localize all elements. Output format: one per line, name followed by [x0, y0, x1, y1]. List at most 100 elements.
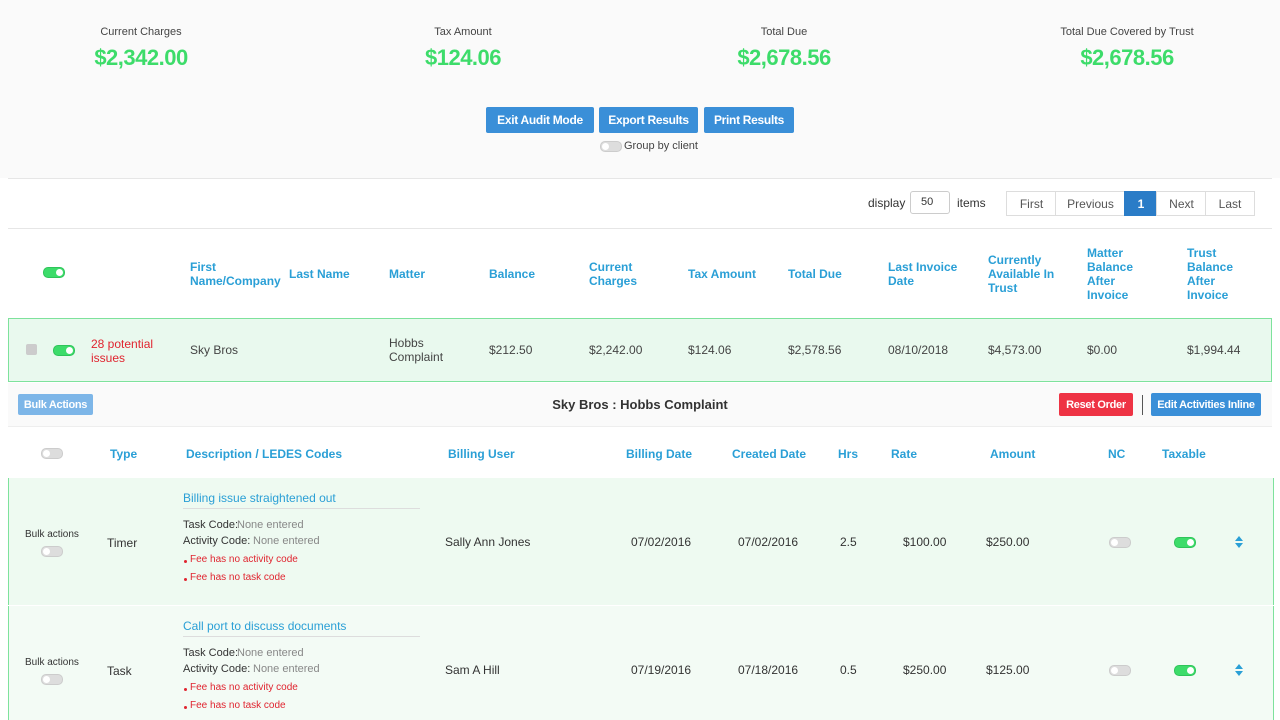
- type: Timer: [107, 536, 138, 550]
- activity-header: Created Date: [732, 447, 807, 461]
- sort-handle[interactable]: [1235, 536, 1243, 541]
- summary-label: Total Due: [760, 26, 808, 38]
- column-header: Total Due: [788, 267, 842, 281]
- column-header: Matter: [389, 267, 426, 281]
- activity-header: Taxable: [1162, 447, 1206, 461]
- billing-user: Sam A Hill: [445, 663, 500, 677]
- activity-value: None entered: [253, 535, 320, 547]
- activity-row: [8, 606, 1274, 720]
- summary-label: Current Charges: [100, 26, 182, 38]
- description[interactable]: Call port to discuss documents: [183, 619, 347, 633]
- bullet: [184, 688, 187, 691]
- activity-row: [8, 478, 1274, 605]
- activity-label: Activity Code:: [183, 535, 251, 547]
- sort-handle[interactable]: [1235, 671, 1243, 676]
- taxable-toggle[interactable]: [1174, 537, 1196, 548]
- divider: [8, 178, 1272, 179]
- activity-header: Rate: [891, 447, 918, 461]
- action-button[interactable]: Print Results: [704, 107, 794, 133]
- client-cell: Hobbs Complaint: [389, 336, 444, 364]
- hrs: 2.5: [840, 535, 857, 549]
- summary-label: Total Due Covered by Trust: [1060, 26, 1194, 38]
- client-cell: $124.06: [688, 343, 732, 357]
- billing-user: Sally Ann Jones: [445, 535, 531, 549]
- issues-link: 28 potential issues: [91, 337, 154, 365]
- summary-value: $2,342.00: [94, 45, 188, 70]
- client-cell: $2,578.56: [788, 343, 842, 357]
- task-value: None entered: [237, 519, 304, 531]
- warning: Fee has no activity code: [190, 682, 298, 693]
- action-button[interactable]: Export Results: [599, 107, 698, 133]
- created-date: 07/02/2016: [738, 535, 799, 549]
- toggle[interactable]: [600, 141, 622, 152]
- bulk-label: Bulk actions: [25, 529, 79, 540]
- column-header: First Name/Company: [190, 260, 281, 288]
- client-cell: 08/10/2018: [888, 343, 949, 357]
- page-button[interactable]: Previous: [1055, 191, 1126, 216]
- bulk-label: Bulk actions: [25, 657, 79, 668]
- page-button[interactable]: Last: [1205, 191, 1255, 216]
- activity-header: Amount: [990, 447, 1036, 461]
- client-cell: $212.50: [489, 343, 533, 357]
- billing-date: 07/19/2016: [631, 663, 692, 677]
- toggle[interactable]: [41, 546, 63, 557]
- toggle[interactable]: [43, 267, 65, 278]
- column-header: Trust Balance After Invoice: [1187, 246, 1234, 302]
- display-label: display: [868, 196, 906, 210]
- warning: Fee has no activity code: [190, 554, 298, 565]
- action-button[interactable]: Exit Audit Mode: [486, 107, 594, 133]
- column-header: Current Charges: [589, 260, 638, 288]
- description[interactable]: Billing issue straightened out: [183, 491, 336, 505]
- activity-header: Type: [110, 447, 138, 461]
- rate: $100.00: [903, 535, 947, 549]
- summary-panel: [0, 0, 1280, 178]
- separator: [1142, 395, 1143, 415]
- edit-button[interactable]: Edit Activities Inline: [1151, 393, 1261, 416]
- toggle[interactable]: [41, 674, 63, 685]
- nc-toggle[interactable]: [1109, 665, 1131, 676]
- client-cell: Sky Bros: [190, 343, 239, 357]
- bulk-button[interactable]: Bulk Actions: [18, 394, 93, 415]
- client-row: [8, 318, 1272, 382]
- column-header: Currently Available In Trust: [988, 253, 1055, 295]
- column-header: Last Name: [289, 267, 350, 281]
- summary-label: Tax Amount: [434, 26, 492, 38]
- rate: $250.00: [903, 663, 947, 677]
- column-header: Matter Balance After Invoice: [1087, 246, 1134, 302]
- toggle[interactable]: [41, 448, 63, 459]
- client-cell: $1,994.44: [1187, 343, 1241, 357]
- sort-handle[interactable]: [1235, 664, 1243, 669]
- bullet: [184, 578, 187, 581]
- client-cell: $4,573.00: [988, 343, 1042, 357]
- nc-toggle[interactable]: [1109, 537, 1131, 548]
- activity-header: Billing Date: [626, 447, 693, 461]
- summary-value: $124.06: [424, 45, 502, 70]
- page-size-select[interactable]: 50: [910, 191, 950, 214]
- activity-header: Hrs: [838, 447, 859, 461]
- activity-header: Billing User: [448, 447, 515, 461]
- toggle-label: Group by client: [624, 140, 698, 152]
- amount: $125.00: [986, 663, 1030, 677]
- page-button[interactable]: 1: [1124, 191, 1158, 216]
- hrs: 0.5: [840, 663, 857, 677]
- client-cell: $0.00: [1087, 343, 1118, 357]
- task-value: None entered: [237, 647, 304, 659]
- underline: [183, 636, 420, 637]
- column-header: Tax Amount: [688, 267, 756, 281]
- page-button[interactable]: Next: [1156, 191, 1207, 216]
- panel-title: Sky Bros : Hobbs Complaint: [552, 397, 728, 412]
- summary-value: $2,678.56: [737, 45, 831, 70]
- toggle[interactable]: [53, 345, 75, 356]
- column-header: Balance: [489, 267, 536, 281]
- collapse-icon[interactable]: [26, 344, 37, 355]
- warning: Fee has no task code: [190, 700, 286, 711]
- taxable-toggle[interactable]: [1174, 665, 1196, 676]
- sort-handle[interactable]: [1235, 543, 1243, 548]
- warning: Fee has no task code: [190, 572, 286, 583]
- bullet: [184, 560, 187, 563]
- reset-button[interactable]: Reset Order: [1059, 393, 1133, 416]
- page-button[interactable]: First: [1006, 191, 1057, 216]
